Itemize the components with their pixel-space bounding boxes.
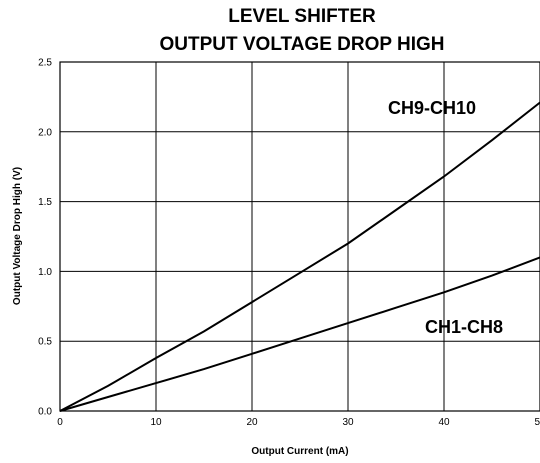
- y-tick-label: 2.0: [38, 127, 52, 138]
- x-tick-label: 30: [342, 417, 354, 428]
- series-label-ch9-ch10: CH9-CH10: [388, 98, 476, 118]
- series-layer: [59, 101, 540, 412]
- chart-title: LEVEL SHIFTER: [228, 6, 376, 27]
- y-tick-label: 0.5: [38, 337, 52, 348]
- x-tick-label: 10: [150, 417, 162, 428]
- x-tick-label: 20: [246, 417, 258, 428]
- plot-frame: [59, 61, 540, 412]
- y-axis-label: Output Voltage Drop High (V): [12, 167, 23, 305]
- x-tick-label: 40: [438, 417, 450, 428]
- series-line-ch1-ch8: [59, 256, 540, 412]
- x-axis-label: Output Current (mA): [251, 446, 348, 457]
- x-tick-label: 50: [534, 417, 540, 428]
- series-label-ch1-ch8: CH1-CH8: [425, 317, 503, 337]
- tick-labels: 0 10 20 30 40 50 0.0 0.5 1.0 1.5 2.0 2.5: [38, 58, 540, 429]
- y-tick-label: 2.5: [38, 58, 52, 69]
- grid: [60, 62, 540, 411]
- y-tick-label: 1.5: [38, 197, 52, 208]
- y-tick-label: 0.0: [38, 407, 52, 418]
- series-line-ch9-ch10: [59, 101, 540, 412]
- chart-subtitle: OUTPUT VOLTAGE DROP HIGH: [159, 34, 444, 55]
- x-tick-label: 0: [57, 417, 63, 428]
- y-tick-label: 1.0: [38, 267, 52, 278]
